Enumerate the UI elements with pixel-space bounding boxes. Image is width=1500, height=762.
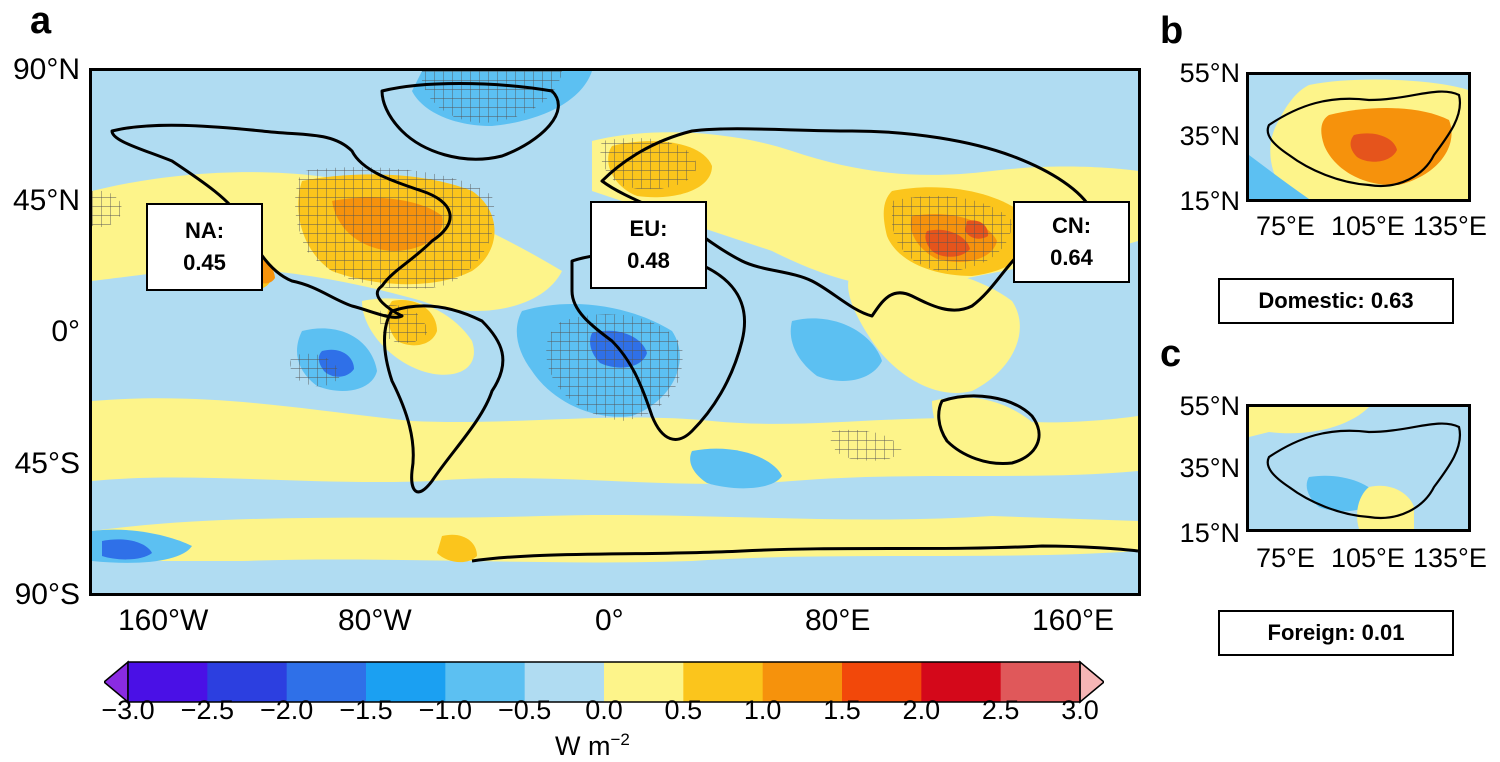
lon-tick: 75°E bbox=[1256, 211, 1315, 241]
panel-c-letter: c bbox=[1160, 333, 1182, 375]
lat-tick: 90°N bbox=[12, 53, 80, 86]
region-box-na: NA: 0.45 bbox=[146, 203, 263, 291]
global-map-field bbox=[92, 71, 1138, 593]
lat-tick: 35°N bbox=[1179, 121, 1240, 151]
colorbar-segment bbox=[524, 662, 605, 702]
domestic-summary-box: Domestic: 0.63 bbox=[1218, 278, 1454, 324]
lon-tick: 105°E bbox=[1331, 211, 1405, 241]
foreign-summary-box: Foreign: 0.01 bbox=[1218, 610, 1454, 656]
colorbar-tick-label: 1.0 bbox=[743, 695, 782, 725]
colorbar-tick-label: 0.5 bbox=[664, 695, 703, 725]
lon-tick: 160°E bbox=[1032, 604, 1115, 637]
global-map bbox=[89, 68, 1141, 596]
colorbar bbox=[104, 660, 1104, 704]
lat-tick: 45°S bbox=[14, 447, 80, 480]
region-name: EU: bbox=[629, 216, 668, 242]
china-map-foreign bbox=[1246, 404, 1471, 532]
lon-tick: 80°E bbox=[805, 604, 871, 637]
colorbar-tick-label: −2.5 bbox=[180, 695, 234, 725]
colorbar-tick-label: 0.0 bbox=[585, 695, 623, 725]
colorbar-segment bbox=[286, 662, 367, 702]
colorbar-segment bbox=[366, 662, 446, 702]
region-box-cn: CN: 0.64 bbox=[1013, 201, 1130, 283]
lat-tick: 55°N bbox=[1179, 58, 1240, 88]
unit-exponent: −2 bbox=[610, 730, 630, 749]
lat-tick: 55°N bbox=[1179, 391, 1240, 421]
unit-base: W m bbox=[555, 731, 611, 761]
lon-tick: 0° bbox=[595, 604, 624, 637]
region-box-eu: EU: 0.48 bbox=[590, 201, 707, 289]
colorbar-segment bbox=[683, 662, 764, 702]
colorbar-segment bbox=[207, 662, 288, 702]
lon-tick: 160°W bbox=[118, 604, 209, 637]
panel-a-letter: a bbox=[30, 0, 52, 42]
lat-tick: 45°N bbox=[12, 184, 80, 217]
colorbar-tick-label: −0.5 bbox=[498, 695, 552, 725]
colorbar-tick-label: −1.5 bbox=[339, 695, 393, 725]
lon-tick: 105°E bbox=[1331, 543, 1405, 573]
colorbar-segment bbox=[921, 662, 1002, 702]
region-name: CN: bbox=[1051, 213, 1092, 239]
lat-tick: 15°N bbox=[1179, 186, 1240, 216]
colorbar-segment bbox=[1000, 662, 1081, 702]
colorbar-segment bbox=[128, 662, 208, 702]
colorbar-tick-label: 3.0 bbox=[1061, 695, 1099, 725]
lon-tick: 80°W bbox=[338, 604, 412, 637]
colorbar-tick-label: −3.0 bbox=[101, 695, 155, 725]
region-name: NA: bbox=[184, 218, 225, 244]
colorbar-segment bbox=[762, 662, 843, 702]
china-map-domestic-field bbox=[1249, 75, 1468, 199]
region-value: 0.48 bbox=[627, 248, 670, 273]
lat-tick: 0° bbox=[51, 315, 80, 348]
colorbar-tick-label: 1.5 bbox=[823, 695, 861, 725]
region-value: 0.64 bbox=[1050, 245, 1093, 270]
lat-tick: 15°N bbox=[1179, 518, 1240, 548]
lon-tick: 135°E bbox=[1413, 211, 1487, 241]
lat-tick: 35°N bbox=[1179, 453, 1240, 483]
lon-tick: 75°E bbox=[1256, 543, 1315, 573]
lon-tick: 135°E bbox=[1413, 543, 1487, 573]
panel-b-letter: b bbox=[1160, 10, 1184, 52]
colorbar-tick-label: −1.0 bbox=[418, 695, 472, 725]
colorbar-segment bbox=[842, 662, 922, 702]
china-map-foreign-field bbox=[1249, 407, 1468, 529]
colorbar-unit: W m−2 bbox=[555, 730, 630, 762]
china-map-domestic bbox=[1246, 72, 1471, 202]
lat-tick: 90°S bbox=[14, 578, 80, 611]
colorbar-segment bbox=[445, 662, 526, 702]
colorbar-tick-label: 2.0 bbox=[902, 695, 941, 725]
region-value: 0.45 bbox=[183, 250, 226, 275]
colorbar-tick-label: 2.5 bbox=[981, 695, 1020, 725]
colorbar-tick-label: −2.0 bbox=[260, 695, 314, 725]
colorbar-segment bbox=[604, 662, 684, 702]
